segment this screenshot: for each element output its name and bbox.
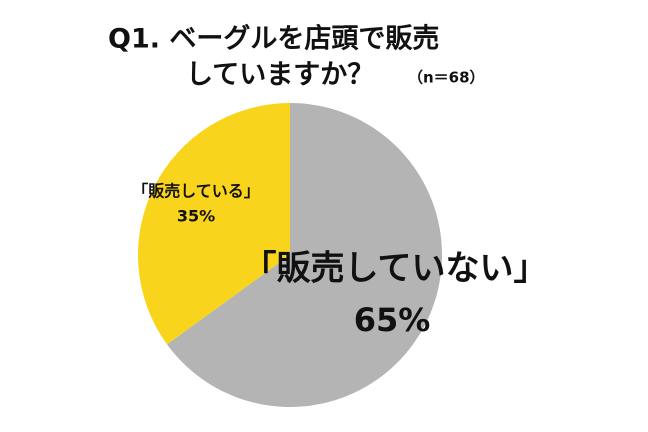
chart-subtitle: （n＝68） bbox=[408, 69, 485, 87]
value-label: 35% bbox=[177, 207, 215, 226]
pie-slice bbox=[138, 103, 290, 345]
pie-slice bbox=[167, 103, 443, 407]
slice-label: 「販売している」 bbox=[132, 182, 260, 201]
chart-title: していますか？ bbox=[186, 60, 374, 91]
slice-label: 「販売していない」 bbox=[243, 249, 548, 289]
value-label: 65% bbox=[354, 301, 431, 339]
chart-title: Q1. ベーグルを店頭で販売 bbox=[108, 23, 439, 55]
